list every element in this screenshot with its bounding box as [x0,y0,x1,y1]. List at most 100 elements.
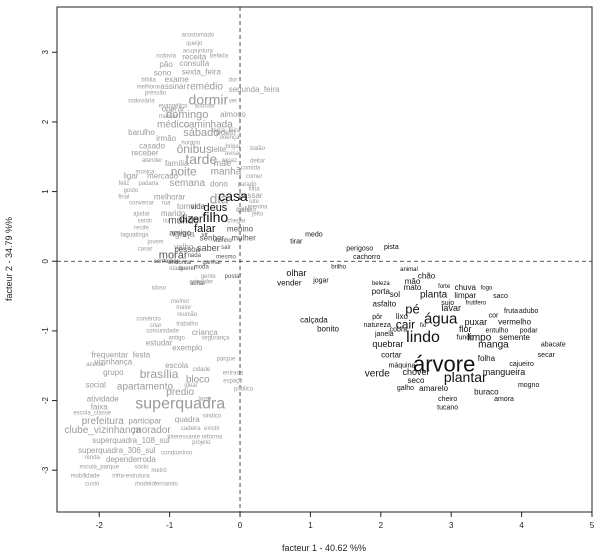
word-point: vir [202,232,208,238]
word-point: maior [176,305,191,311]
word-point: dor [229,78,238,84]
y-tick-label: -1 [41,327,50,335]
word-point: verde [365,369,390,380]
x-tick-label: 2 [379,521,384,530]
word-point: mangueira [483,367,526,377]
word-point: tarde [185,151,217,167]
word-point: quadra [175,415,200,424]
word-point: existir [204,426,220,432]
word-point: falar [194,223,216,235]
word-point: atender [142,158,162,164]
word-point: segurança [201,335,230,341]
word-point: sábado [183,127,219,139]
word-point: recife [134,225,149,231]
word-point: faixa [91,403,108,412]
word-point: acupuntura [183,48,214,54]
word-point: criar [150,323,162,329]
word-point: cajueiro [509,361,534,368]
word-point: água [424,311,458,328]
word-point: árvore [413,352,475,377]
word-point: limpar [454,291,476,300]
word-point: vermelho [498,318,531,327]
word-point: filho [203,209,229,225]
word-point: porta [372,287,391,296]
word-point: asfalto [373,300,397,309]
word-point: fogo [481,285,493,291]
word-point: sentir [138,218,153,224]
word-point: remédio [187,82,224,93]
word-point: ver [229,99,237,105]
word-point: predio [166,387,194,398]
word-point: secar [538,352,556,359]
word-point: olhar [286,268,306,278]
word-point: flor [459,324,472,334]
word-point: idoso [152,285,167,291]
word-point: rua [162,200,171,206]
word-point: semana [169,178,205,189]
word-point: modelo [135,482,155,488]
word-point: mogno [518,382,540,389]
word-point: chão [418,272,436,281]
word-point: final [118,195,129,201]
word-point: gente [201,274,217,280]
word-point: posto [216,128,236,137]
word-point: mercado [147,171,179,180]
word-point: sol [390,290,400,299]
word-point: mesmo [216,255,236,261]
word-point: casar [138,246,153,252]
word-point: brilho [331,264,346,270]
word-point: chegar [227,218,245,224]
word-point: condomínio [161,450,193,456]
word-point: dependerroda [106,455,156,464]
word-point: reforma [202,434,223,440]
word-point: morador [133,425,171,436]
word-point: almoço [220,110,246,119]
word-point: mãe [214,158,232,168]
word-point: acordar [195,103,215,109]
word-point: natureza [364,322,391,329]
word-point: fernando [154,482,178,488]
word-point: adubo [519,308,539,315]
word-point: pessoa [174,245,200,254]
word-point: casado [139,141,165,150]
word-point: avisar [225,151,241,157]
word-point: frequentar [92,350,129,359]
word-point: melhorar [154,192,186,201]
word-point: limpo [467,333,491,344]
x-tick-label: 1 [308,521,313,530]
word-point: bíblia [141,78,156,84]
word-point: grupo [103,368,124,377]
word-point: minuto [238,207,257,213]
word-point: operar [162,105,185,114]
word-point: saco [493,293,508,300]
word-point: clube_vizinhança [64,425,141,436]
word-point: medo [305,232,323,239]
word-point: frutifero [466,301,487,307]
word-point: jovem [147,239,164,245]
word-point: participar [129,417,162,426]
word-point: pista [384,244,399,251]
word-point: contar [175,260,192,266]
y-tick-label: -3 [41,466,50,474]
y-tick-label: 1 [41,189,50,194]
word-point: domingo [166,109,208,121]
word-point: metrô [151,468,167,474]
word-point: mundo [168,215,199,226]
word-point: chover [403,367,430,377]
word-point: semente [499,333,530,342]
word-point: trabalho [176,322,198,328]
word-point: pressão [145,90,167,96]
word-point: mão [405,277,421,286]
word-point: prefeitura [82,416,125,427]
word-point: sono [154,68,172,77]
word-point: vizinho [213,238,232,244]
x-tick-label: 0 [238,521,243,530]
x-tick-label: 5 [590,521,595,530]
word-point: social [85,380,106,389]
word-point: criança [192,328,218,337]
word-point: ganhar [203,260,222,266]
word-point: leite [212,145,227,154]
word-point: atividade [87,394,120,403]
